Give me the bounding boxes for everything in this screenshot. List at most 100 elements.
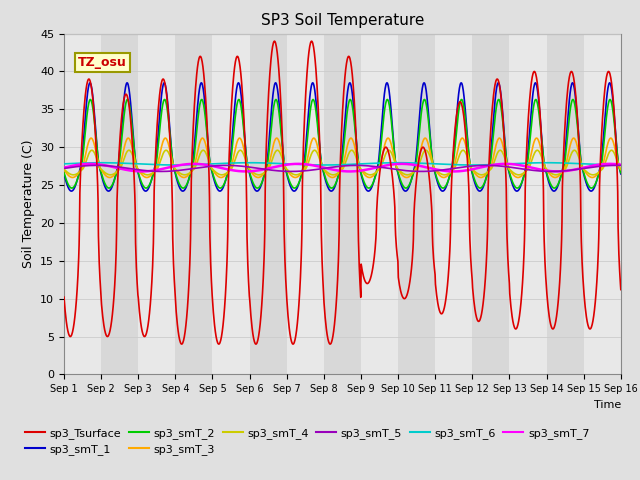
sp3_smT_4	[246, 167, 254, 173]
sp3_smT_1	[60, 171, 68, 177]
sp3_Tsurface	[271, 38, 278, 44]
sp3_smT_2	[247, 174, 255, 180]
sp3_smT_6	[502, 161, 509, 167]
sp3_smT_7	[246, 168, 254, 174]
Line: sp3_smT_5: sp3_smT_5	[64, 166, 621, 171]
sp3_smT_6	[184, 162, 192, 168]
Bar	[138, 34, 175, 374]
sp3_smT_5	[184, 167, 191, 172]
sp3_smT_7	[60, 165, 68, 170]
Bar	[250, 34, 287, 374]
sp3_smT_1	[429, 164, 437, 170]
sp3_smT_6	[429, 161, 437, 167]
sp3_smT_1	[617, 171, 625, 177]
sp3_smT_4	[70, 172, 77, 178]
Line: sp3_Tsurface: sp3_Tsurface	[64, 41, 621, 344]
Bar	[547, 34, 584, 374]
Text: TZ_osu: TZ_osu	[78, 56, 127, 69]
Bar	[101, 34, 138, 374]
sp3_smT_3	[185, 172, 193, 178]
Line: sp3_smT_1: sp3_smT_1	[64, 83, 621, 191]
sp3_smT_6	[60, 161, 68, 167]
sp3_smT_7	[242, 168, 250, 174]
sp3_Tsurface	[184, 300, 191, 305]
sp3_smT_2	[172, 169, 179, 175]
sp3_smT_1	[171, 168, 179, 174]
sp3_smT_6	[97, 160, 105, 166]
sp3_smT_2	[502, 155, 510, 160]
Bar	[435, 34, 472, 374]
sp3_smT_7	[184, 161, 191, 167]
sp3_smT_7	[617, 162, 625, 168]
sp3_smT_2	[552, 185, 559, 191]
sp3_smT_3	[87, 135, 95, 141]
sp3_smT_3	[502, 158, 510, 164]
Title: SP3 Soil Temperature: SP3 Soil Temperature	[260, 13, 424, 28]
Bar	[398, 34, 435, 374]
X-axis label: Time: Time	[593, 400, 621, 409]
sp3_smT_5	[60, 166, 68, 171]
Bar	[212, 34, 250, 374]
sp3_smT_6	[246, 160, 254, 166]
Line: sp3_smT_7: sp3_smT_7	[64, 164, 621, 171]
sp3_smT_3	[60, 167, 68, 172]
sp3_smT_3	[429, 164, 437, 169]
sp3_smT_7	[170, 163, 178, 169]
sp3_smT_1	[161, 80, 168, 86]
sp3_smT_3	[617, 167, 625, 172]
sp3_smT_1	[502, 155, 510, 160]
sp3_smT_4	[551, 172, 559, 178]
Bar	[361, 34, 398, 374]
sp3_smT_4	[184, 171, 192, 177]
Bar	[509, 34, 547, 374]
sp3_smT_6	[551, 160, 559, 166]
sp3_smT_5	[551, 168, 559, 174]
Bar	[621, 34, 640, 374]
sp3_smT_1	[185, 177, 193, 183]
sp3_smT_2	[185, 177, 193, 183]
sp3_smT_3	[552, 175, 559, 180]
sp3_smT_4	[502, 158, 509, 164]
sp3_smT_7	[398, 161, 406, 167]
sp3_smT_1	[552, 188, 559, 193]
Bar	[472, 34, 509, 374]
Legend: sp3_Tsurface, sp3_smT_1, sp3_smT_2, sp3_smT_3, sp3_smT_4, sp3_smT_5, sp3_smT_6, : sp3_Tsurface, sp3_smT_1, sp3_smT_2, sp3_…	[25, 428, 589, 455]
sp3_smT_4	[429, 163, 437, 168]
Bar	[287, 34, 324, 374]
sp3_smT_4	[607, 147, 615, 153]
sp3_Tsurface	[552, 320, 559, 326]
sp3_smT_7	[429, 166, 437, 172]
sp3_smT_2	[161, 96, 168, 102]
Line: sp3_smT_4: sp3_smT_4	[64, 150, 621, 175]
sp3_smT_3	[172, 166, 179, 172]
sp3_smT_5	[612, 163, 620, 168]
sp3_smT_3	[106, 175, 113, 180]
Line: sp3_smT_3: sp3_smT_3	[64, 138, 621, 178]
Bar	[324, 34, 361, 374]
Bar	[175, 34, 212, 374]
sp3_smT_7	[552, 168, 559, 174]
sp3_Tsurface	[252, 341, 260, 347]
sp3_Tsurface	[60, 294, 68, 300]
sp3_smT_5	[429, 168, 436, 174]
sp3_smT_4	[171, 166, 179, 171]
sp3_smT_4	[617, 166, 625, 172]
sp3_smT_5	[617, 163, 625, 168]
sp3_smT_6	[171, 162, 179, 168]
sp3_Tsurface	[502, 186, 510, 192]
Line: sp3_smT_6: sp3_smT_6	[64, 163, 621, 165]
Line: sp3_smT_2: sp3_smT_2	[64, 99, 621, 188]
sp3_smT_2	[60, 170, 68, 176]
sp3_Tsurface	[170, 277, 178, 283]
sp3_smT_2	[617, 170, 625, 176]
sp3_smT_5	[246, 164, 254, 170]
sp3_smT_6	[617, 162, 625, 168]
sp3_Tsurface	[246, 303, 254, 309]
sp3_Tsurface	[429, 255, 437, 261]
sp3_smT_3	[247, 168, 255, 174]
sp3_Tsurface	[617, 287, 625, 292]
Bar	[584, 34, 621, 374]
sp3_smT_5	[502, 164, 509, 169]
sp3_smT_2	[429, 164, 437, 170]
sp3_smT_4	[60, 166, 68, 172]
